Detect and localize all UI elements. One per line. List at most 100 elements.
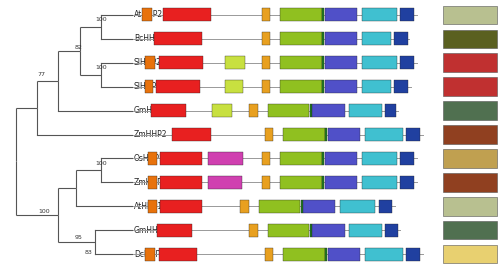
Bar [364,248,403,261]
Bar [324,176,357,189]
Text: 100: 100 [38,209,50,214]
Bar [250,104,258,117]
Bar [268,224,310,237]
Bar [362,32,391,45]
Text: 83: 83 [85,250,92,255]
Bar [280,8,322,21]
Text: 77: 77 [37,72,45,77]
Bar [312,104,344,117]
Bar [160,176,202,189]
Bar [258,200,300,213]
Bar [384,224,398,237]
Bar [340,200,376,213]
Bar [443,221,497,239]
Bar [443,6,497,24]
Bar [280,176,322,189]
Bar [310,104,312,117]
Bar [324,8,357,21]
Bar [310,224,312,237]
Bar [400,56,414,69]
Bar [350,224,382,237]
Bar [262,152,270,165]
Text: GmHHP3: GmHHP3 [134,106,168,115]
Bar [400,152,414,165]
Bar [145,80,154,93]
Bar [443,125,497,144]
Bar [322,56,324,69]
Bar [262,80,270,93]
Bar [262,176,270,189]
Bar [148,152,157,165]
Bar [324,56,357,69]
Bar [362,8,397,21]
Bar [378,200,392,213]
Bar [443,245,497,263]
Bar [240,200,248,213]
Bar [443,197,497,215]
Bar [406,248,420,261]
Bar [262,8,270,21]
Bar [163,8,211,21]
Bar [156,80,200,93]
Bar [406,128,420,141]
Bar [322,152,324,165]
Bar [400,176,414,189]
Bar [208,176,242,189]
Bar [208,152,243,165]
Bar [145,248,154,261]
Bar [280,152,322,165]
Bar [225,56,244,69]
Text: AtHHP1: AtHHP1 [134,202,163,211]
Bar [157,224,192,237]
Bar [322,8,324,21]
Bar [326,248,327,261]
Bar [160,200,202,213]
Text: BcHHP3: BcHHP3 [134,34,164,43]
Text: SlHHP2: SlHHP2 [134,58,162,67]
Text: 82: 82 [74,45,82,49]
Text: DcHHP1: DcHHP1 [134,250,164,259]
Bar [142,8,152,21]
Text: 95: 95 [74,235,82,240]
Bar [443,77,497,96]
Bar [264,248,274,261]
Bar [324,152,357,165]
Bar [394,80,407,93]
Bar [328,128,360,141]
Bar [324,80,357,93]
Bar [362,152,397,165]
Bar [328,248,360,261]
Bar [225,80,243,93]
Bar [394,32,407,45]
Bar [364,128,403,141]
Bar [148,176,157,189]
Bar [280,56,322,69]
Bar [350,104,382,117]
Bar [443,101,497,120]
Bar [160,152,202,165]
Bar [362,56,397,69]
Text: 100: 100 [96,17,107,22]
Bar [151,104,186,117]
Text: GmHHP1: GmHHP1 [134,226,168,235]
Bar [324,32,357,45]
Bar [158,56,203,69]
Bar [400,8,414,21]
Bar [154,32,202,45]
Bar [268,104,310,117]
Bar [384,104,396,117]
Bar [443,54,497,72]
Bar [303,200,336,213]
Bar [443,30,497,48]
Bar [172,128,211,141]
Bar [322,32,324,45]
Bar [312,224,344,237]
Bar [326,128,327,141]
Bar [262,56,270,69]
Bar [280,80,322,93]
Text: 100: 100 [96,65,107,70]
Bar [283,248,325,261]
Text: ZmHHP1: ZmHHP1 [134,178,168,187]
Bar [283,128,325,141]
Bar [212,104,233,117]
